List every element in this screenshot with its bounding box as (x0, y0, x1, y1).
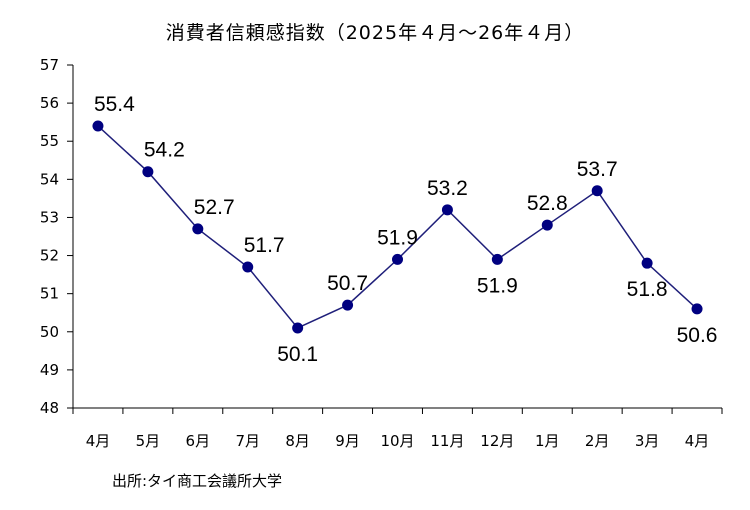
data-label: 52.7 (194, 196, 235, 219)
axes (72, 65, 722, 409)
source-note: 出所:タイ商工会議所大学 (112, 472, 283, 490)
data-point (641, 257, 653, 269)
data-label: 51.8 (627, 278, 668, 301)
x-tick-label: 5月 (136, 432, 161, 450)
data-point (541, 219, 553, 231)
data-labels: 55.4 54.2 52.7 51.7 50.1 50.7 51.9 53.2 51.9 52.8… (94, 93, 718, 366)
x-tick-label: 4月 (685, 432, 710, 450)
data-point (192, 223, 204, 235)
data-label: 50.1 (277, 343, 318, 366)
data-point (591, 185, 603, 197)
data-label: 53.7 (577, 158, 618, 181)
data-point (691, 303, 703, 315)
data-point (491, 253, 503, 265)
y-tick-label: 50 (40, 323, 59, 341)
data-points (92, 120, 703, 334)
y-tick-label: 53 (40, 208, 59, 226)
x-tick-label: 3月 (635, 432, 660, 450)
x-tick-label: 10月 (380, 432, 414, 450)
data-label: 53.2 (427, 177, 468, 200)
x-tick-label: 1月 (535, 432, 560, 450)
data-label: 54.2 (144, 139, 185, 162)
data-label: 50.7 (327, 272, 368, 295)
data-point (92, 120, 104, 132)
x-tick-label: 11月 (430, 432, 464, 450)
data-label: 51.9 (377, 226, 418, 249)
data-label: 50.6 (677, 324, 718, 347)
x-tick-label: 9月 (335, 432, 360, 450)
x-axis-ticks: 4月 5月 6月 7月 8月 9月 10月 11月 12月 1月 2月 3月 4月 (72, 408, 723, 450)
y-tick-label: 55 (40, 132, 59, 150)
y-tick-label: 51 (40, 285, 59, 303)
x-tick-label: 6月 (186, 432, 211, 450)
y-tick-label: 57 (40, 56, 59, 74)
data-label: 51.7 (244, 234, 285, 257)
data-point (441, 204, 453, 216)
x-tick-label: 7月 (235, 432, 260, 450)
y-axis-ticks: 48 49 50 51 52 53 54 55 56 57 (40, 56, 73, 417)
data-label: 51.9 (477, 274, 518, 297)
y-tick-label: 48 (40, 399, 59, 417)
x-tick-label: 12月 (480, 432, 514, 450)
data-point (242, 261, 254, 273)
y-tick-label: 49 (40, 361, 59, 379)
data-point (392, 253, 403, 265)
x-tick-label: 4月 (86, 432, 111, 450)
data-point (142, 166, 154, 178)
y-tick-label: 52 (40, 247, 59, 265)
x-tick-label: 8月 (285, 432, 310, 450)
chart-title: 消費者信頼感指数（2025年４月〜26年４月） (165, 22, 585, 44)
data-label: 52.8 (527, 192, 568, 215)
data-point (292, 322, 304, 334)
data-point (342, 299, 354, 311)
y-tick-label: 56 (40, 94, 59, 112)
x-tick-label: 2月 (585, 432, 610, 450)
data-label: 55.4 (94, 93, 135, 116)
y-tick-label: 54 (40, 170, 59, 188)
